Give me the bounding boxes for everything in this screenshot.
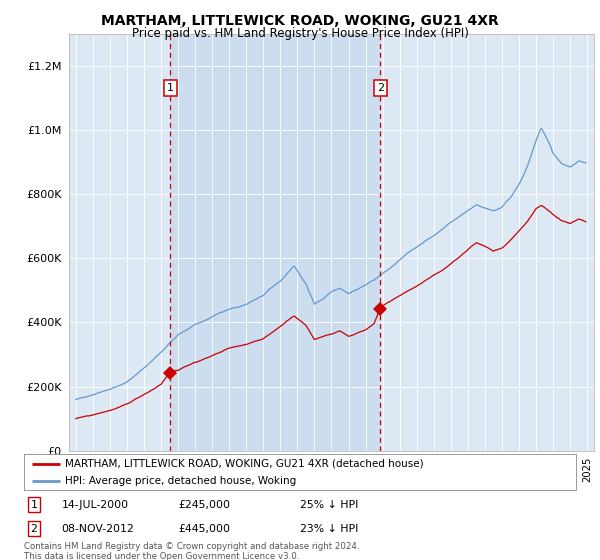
Text: HPI: Average price, detached house, Woking: HPI: Average price, detached house, Woki… (65, 476, 296, 486)
Text: 14-JUL-2000: 14-JUL-2000 (62, 500, 128, 510)
Text: Contains HM Land Registry data © Crown copyright and database right 2024.
This d: Contains HM Land Registry data © Crown c… (24, 542, 359, 560)
Text: £245,000: £245,000 (179, 500, 230, 510)
Text: Price paid vs. HM Land Registry's House Price Index (HPI): Price paid vs. HM Land Registry's House … (131, 27, 469, 40)
Text: 1: 1 (31, 500, 37, 510)
Text: 25% ↓ HPI: 25% ↓ HPI (300, 500, 358, 510)
Text: 1: 1 (167, 83, 174, 93)
Text: 2: 2 (377, 83, 384, 93)
Bar (170, 34, 380, 451)
Text: MARTHAM, LITTLEWICK ROAD, WOKING, GU21 4XR: MARTHAM, LITTLEWICK ROAD, WOKING, GU21 4… (101, 14, 499, 28)
Text: 08-NOV-2012: 08-NOV-2012 (62, 524, 134, 534)
Text: MARTHAM, LITTLEWICK ROAD, WOKING, GU21 4XR (detached house): MARTHAM, LITTLEWICK ROAD, WOKING, GU21 4… (65, 459, 424, 469)
Text: 23% ↓ HPI: 23% ↓ HPI (300, 524, 358, 534)
Text: 2: 2 (31, 524, 37, 534)
Text: £445,000: £445,000 (179, 524, 230, 534)
